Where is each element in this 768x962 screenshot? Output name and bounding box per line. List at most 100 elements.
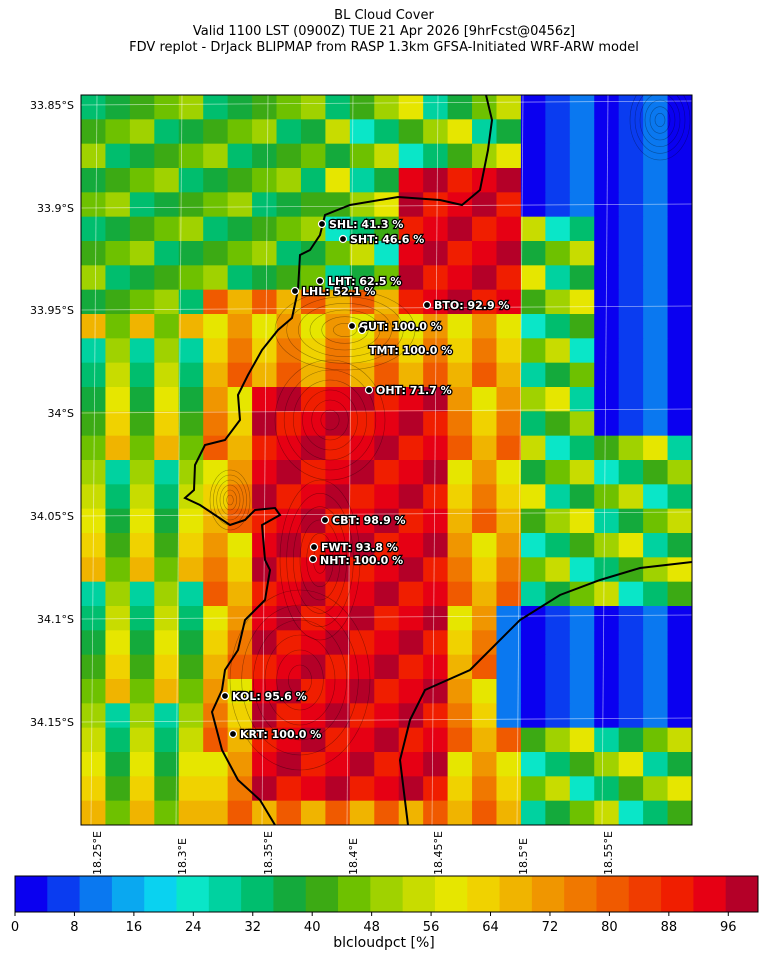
grid-cell — [594, 314, 620, 339]
grid-cell — [618, 752, 644, 777]
grid-cell — [520, 581, 546, 607]
grid-cell — [398, 95, 424, 120]
grid-cell — [398, 362, 424, 388]
graticule-lat-line — [81, 614, 692, 620]
grid-cell — [154, 338, 180, 364]
grid-cell — [349, 533, 375, 558]
colorbar-tick-label: 16 — [126, 920, 143, 935]
grid-cell — [643, 289, 669, 315]
terrain-contours — [209, 95, 691, 771]
grid-cell — [496, 362, 522, 388]
grid-cell — [545, 143, 571, 169]
grid-cell — [545, 119, 571, 145]
grid-cell — [618, 241, 644, 266]
grid-cell — [643, 752, 669, 777]
grid-cell — [129, 362, 155, 388]
colorbar-swatch — [499, 876, 533, 912]
grid-cell — [472, 533, 498, 558]
grid-cell — [374, 168, 400, 193]
grid-cell — [154, 411, 180, 437]
latitude-tick-label: 34°S — [48, 407, 74, 420]
grid-cell — [154, 143, 180, 169]
grid-cell — [252, 289, 278, 315]
grid-cell — [300, 484, 326, 510]
grid-cell — [667, 776, 692, 802]
grid-cell — [178, 630, 204, 656]
grid-cell — [667, 508, 692, 534]
grid-cell — [276, 387, 302, 412]
grid-cell — [203, 411, 229, 437]
grid-cell — [569, 314, 595, 339]
grid-cell — [496, 654, 522, 680]
grid-cell — [618, 727, 644, 753]
grid-cell — [472, 411, 498, 437]
grid-cell — [276, 533, 302, 558]
grid-cell — [618, 265, 644, 291]
grid-cell — [300, 168, 326, 193]
grid-cell — [594, 460, 620, 485]
longitude-tick-label: 18.3°E — [176, 838, 189, 875]
grid-cell — [569, 289, 595, 315]
grid-cell — [545, 387, 571, 412]
colorbar-swatch — [628, 876, 662, 912]
grid-cell — [349, 216, 375, 242]
grid-cell — [178, 216, 204, 242]
grid-cell — [618, 606, 644, 631]
grid-cell — [667, 727, 692, 753]
grid-cell — [520, 362, 546, 388]
grid-cell — [496, 703, 522, 729]
grid-cell — [349, 362, 375, 388]
grid-cell — [423, 460, 449, 485]
grid-cell — [252, 143, 278, 169]
grid-cell — [472, 265, 498, 291]
grid-cell — [643, 241, 669, 266]
colorbar-swatch — [467, 876, 501, 912]
colorbar-swatch — [370, 876, 404, 912]
grid-cell — [667, 143, 692, 169]
grid-cell — [203, 484, 229, 510]
grid-cell — [300, 143, 326, 169]
grid-cell — [545, 800, 571, 825]
grid-cell — [154, 581, 180, 607]
grid-cell — [496, 533, 522, 558]
latitude-axis: 33.85°S 33.9°S 33.95°S 34°S 34.05°S 34.1°S 34.… — [30, 99, 74, 729]
grid-cell — [545, 216, 571, 242]
grid-cell — [520, 314, 546, 339]
grid-cell — [154, 679, 180, 704]
station-marker — [338, 234, 348, 244]
grid-cell — [618, 703, 644, 729]
grid-cell — [472, 800, 498, 825]
grid-cell — [472, 557, 498, 583]
grid-cell — [105, 435, 131, 461]
grid-cell — [545, 411, 571, 437]
grid-cell — [594, 606, 620, 631]
grid-cell — [472, 727, 498, 753]
grid-cell — [520, 606, 546, 631]
colorbar-label: blcloudpct [%] — [333, 935, 435, 951]
grid-cell — [472, 314, 498, 339]
grid-cell — [81, 289, 107, 315]
grid-cell — [472, 460, 498, 485]
longitude-axis: 18.25°E 18.3°E 18.35°E 18.4°E 18.45°E 18.5°E 1… — [91, 831, 615, 875]
grid-cell — [423, 727, 449, 753]
grid-cell — [594, 484, 620, 510]
grid-cell — [423, 557, 449, 583]
grid-cell — [105, 216, 131, 242]
grid-cell — [178, 508, 204, 534]
grid-cell — [349, 484, 375, 510]
grid-cell — [374, 508, 400, 534]
grid-cell — [618, 338, 644, 364]
grid-cell — [496, 119, 522, 145]
contour-line — [654, 113, 666, 127]
grid-cell — [667, 387, 692, 412]
grid-cell — [154, 119, 180, 145]
grid-cell — [569, 581, 595, 607]
grid-cell — [129, 703, 155, 729]
grid-cell — [374, 581, 400, 607]
colorbar-swatch — [241, 876, 274, 912]
grid-cell — [520, 119, 546, 145]
grid-cell — [447, 460, 473, 485]
grid-cell — [496, 387, 522, 412]
grid-cell — [276, 581, 302, 607]
grid-cell — [276, 727, 302, 753]
